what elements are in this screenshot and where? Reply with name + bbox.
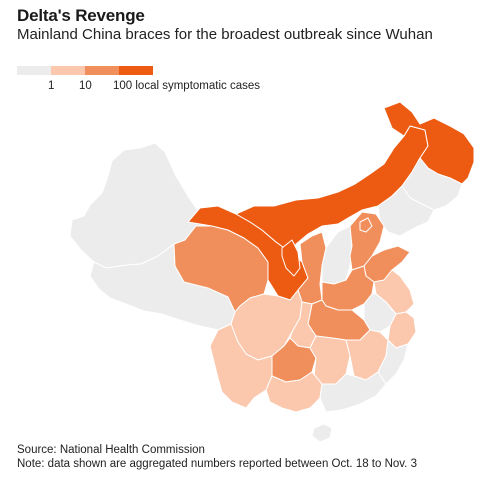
region-beijing — [359, 217, 373, 233]
region-ningxia — [281, 239, 301, 277]
legend-swatch-high — [119, 66, 153, 75]
region-hainan — [311, 423, 333, 443]
chart-title: Delta's Revenge — [17, 6, 145, 25]
region-yunnan — [209, 323, 273, 409]
legend-label-100: 100 local symptomatic cases — [113, 80, 261, 92]
region-liaoning — [377, 185, 435, 237]
region-guangdong — [319, 371, 387, 413]
chart-subtitle: Mainland China braces for the broadest o… — [17, 26, 433, 43]
legend-swatch-low — [51, 66, 85, 75]
region-fujian — [377, 339, 409, 385]
legend-swatch-mid — [85, 66, 119, 75]
legend: 1 10 100 local symptomatic cases — [17, 66, 317, 96]
legend-label-10: 10 — [79, 80, 92, 92]
source-note: Source: National Health Commission — [17, 444, 205, 456]
data-note: Note: data shown are aggregated numbers … — [17, 458, 417, 470]
region-shanxi — [321, 225, 353, 285]
legend-swatches — [17, 66, 153, 75]
legend-swatch-none — [17, 66, 51, 75]
legend-label-1: 1 — [48, 80, 55, 92]
